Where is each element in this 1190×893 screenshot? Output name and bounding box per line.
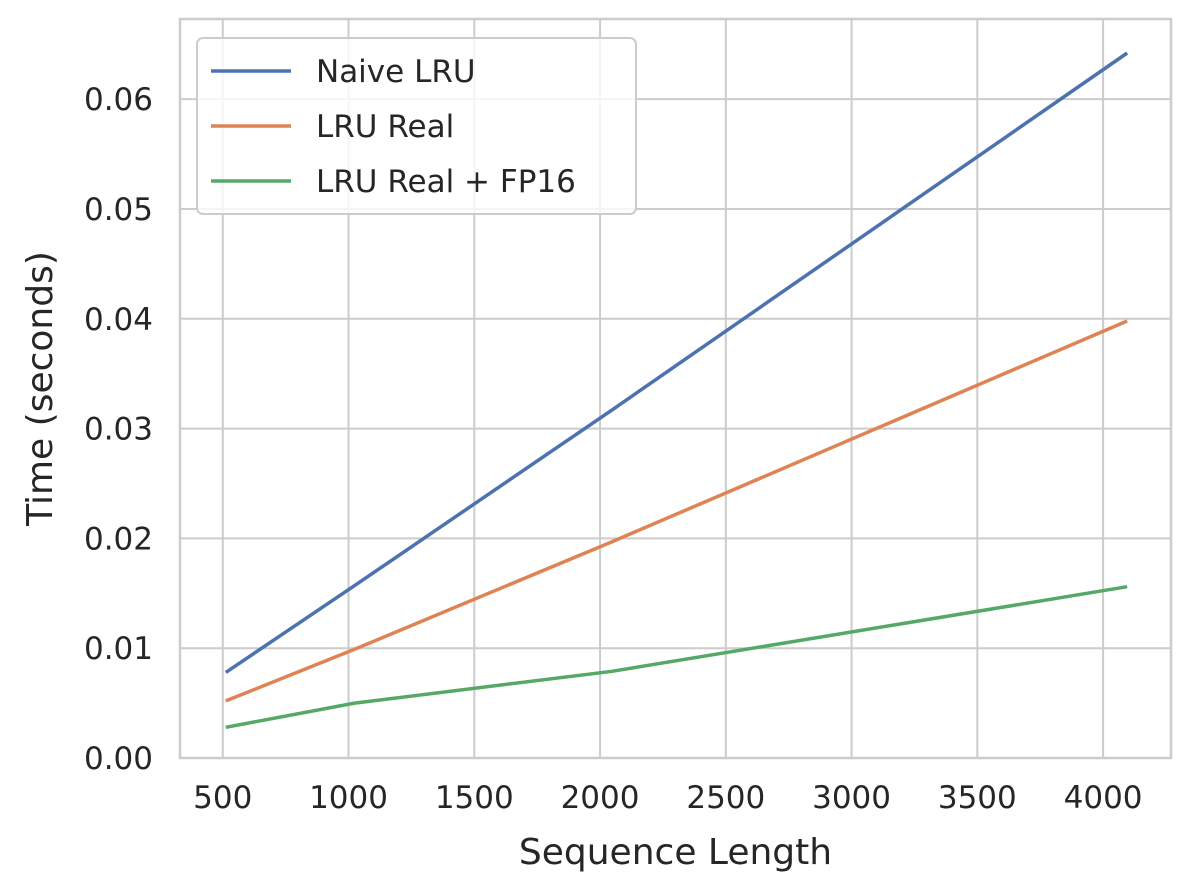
plot-frame [178, 17, 1173, 760]
y-axis-ticks: 0.00 0.01 0.02 0.03 0.04 0.05 0.06 [84, 82, 153, 777]
series-line [225, 584, 1128, 730]
x-axis-label: Sequence Length [519, 832, 832, 873]
series-layer [224, 51, 1129, 730]
series-line [225, 319, 1128, 703]
x-tick-label: 4000 [1064, 780, 1143, 816]
legend-label: LRU Real [316, 109, 454, 145]
legend-box [196, 37, 637, 215]
y-tick-label: 0.04 [84, 302, 153, 338]
y-tick-label: 0.02 [84, 521, 153, 557]
legend-label: Naive LRU [316, 54, 476, 90]
x-tick-label: 3000 [812, 780, 891, 816]
y-tick-label: 0.00 [84, 741, 153, 777]
x-tick-label: 1000 [309, 780, 388, 816]
x-axis-ticks: 500 1000 1500 2000 2500 3000 3500 4000 [193, 780, 1142, 816]
x-tick-label: 500 [193, 780, 252, 816]
x-tick-label: 2000 [561, 780, 640, 816]
grid [180, 19, 1171, 759]
y-tick-label: 0.06 [84, 82, 153, 118]
legend-label: LRU Real + FP16 [316, 164, 576, 200]
y-tick-label: 0.03 [84, 412, 153, 448]
x-tick-label: 2500 [686, 780, 765, 816]
legend: Naive LRU LRU Real LRU Real + FP16 [196, 37, 637, 215]
y-tick-label: 0.05 [84, 192, 153, 228]
x-tick-label: 3500 [938, 780, 1017, 816]
y-tick-label: 0.01 [84, 631, 153, 667]
series-line [224, 51, 1129, 674]
y-axis-label: Time (seconds) [20, 251, 61, 527]
x-tick-label: 1500 [435, 780, 514, 816]
